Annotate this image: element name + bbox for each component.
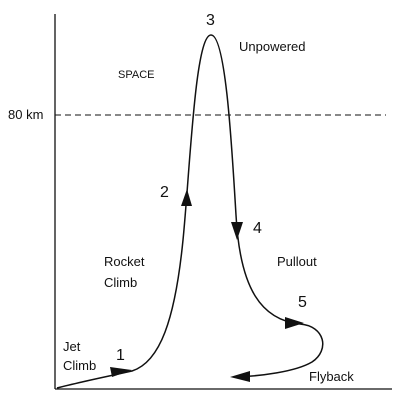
phase-label: Climb (104, 275, 137, 290)
phase-label: Rocket (104, 254, 145, 269)
arrow (230, 371, 250, 382)
phase-label: Climb (63, 358, 96, 373)
region-label: SPACE (118, 69, 154, 81)
altitude-label: 80 km (8, 107, 43, 122)
arrow (285, 317, 304, 329)
arrow (110, 367, 132, 377)
point-label: 2 (160, 184, 169, 201)
point-label: 5 (298, 294, 307, 311)
arrow (181, 189, 192, 206)
point-label: 3 (206, 12, 215, 29)
phase-label: Flyback (309, 369, 354, 384)
arrow (231, 222, 243, 240)
point-label: 4 (253, 220, 262, 237)
trajectory (56, 34, 324, 389)
phase-label: Pullout (277, 254, 317, 269)
phase-label: Unpowered (239, 39, 306, 54)
phase-label: Jet (63, 339, 81, 354)
point-label: 1 (116, 347, 125, 364)
